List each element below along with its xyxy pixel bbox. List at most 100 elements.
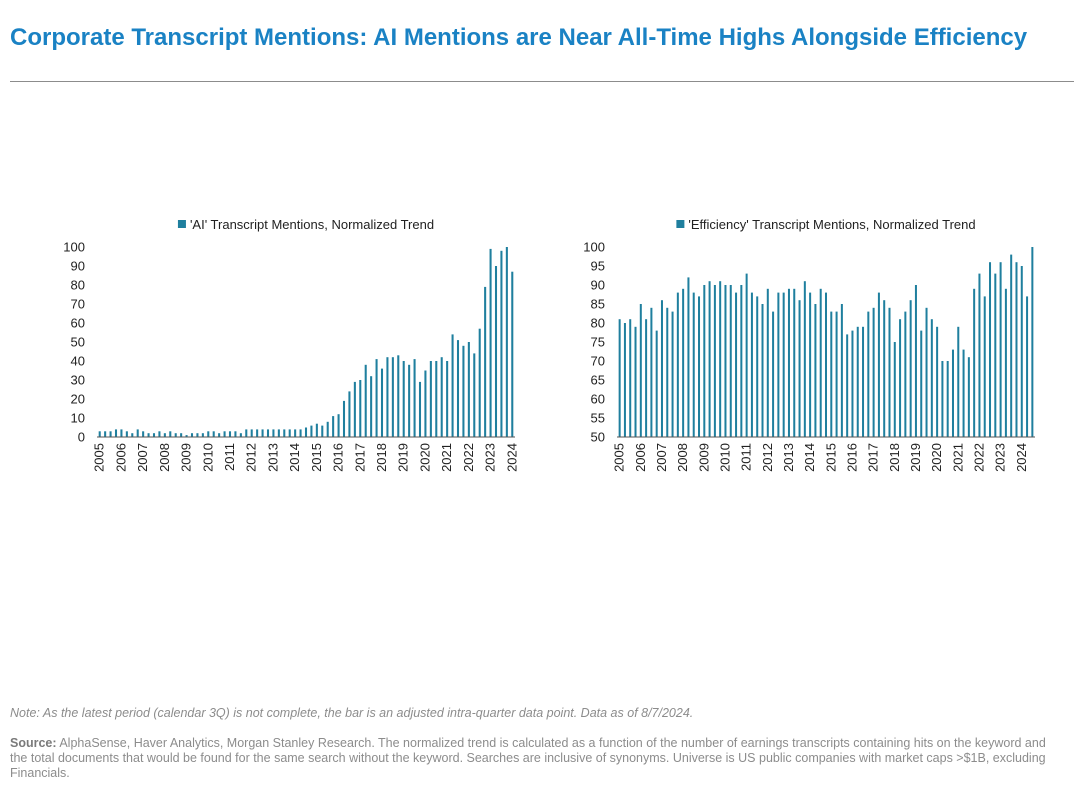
bar — [793, 288, 796, 437]
bar — [239, 433, 242, 437]
bar — [196, 433, 199, 437]
bar — [856, 326, 859, 437]
y-tick-label: 20 — [71, 392, 85, 407]
bar — [397, 355, 400, 437]
bar — [413, 359, 416, 437]
bar — [321, 425, 324, 437]
bar — [272, 429, 275, 437]
bar — [505, 247, 508, 437]
legend-label: 'AI' Transcript Mentions, Normalized Tre… — [190, 217, 434, 232]
bar — [787, 288, 790, 437]
bar — [629, 319, 632, 437]
bar — [158, 431, 161, 437]
bar — [941, 361, 944, 437]
title-divider — [10, 81, 1074, 82]
bar — [893, 342, 896, 437]
x-tick-label: 2015 — [823, 443, 838, 472]
bar — [299, 429, 302, 437]
bar — [418, 381, 422, 437]
bar — [888, 307, 891, 437]
bar — [655, 330, 658, 437]
bar — [424, 370, 427, 437]
bar — [494, 266, 498, 437]
bar-series — [98, 247, 514, 437]
bar — [835, 311, 838, 437]
bar — [925, 307, 928, 437]
bar — [703, 285, 706, 437]
bar — [131, 433, 134, 437]
chart-note: Note: As the latest period (calendar 3Q)… — [10, 706, 694, 720]
bar — [729, 285, 732, 437]
y-tick-label: 10 — [71, 411, 85, 426]
y-tick-label: 80 — [591, 316, 605, 331]
bar — [142, 431, 145, 437]
bar — [429, 361, 432, 437]
bar — [989, 262, 992, 437]
bar — [218, 433, 221, 437]
y-tick-label: 60 — [71, 316, 85, 331]
efficiency-mentions-chart: 'Efficiency' Transcript Mentions, Normal… — [583, 217, 1035, 472]
x-tick-label: 2014 — [287, 443, 302, 472]
bar — [708, 281, 711, 437]
bar — [671, 311, 674, 437]
bar — [152, 433, 156, 437]
x-tick-label: 2013 — [265, 443, 280, 472]
x-tick-label: 2008 — [157, 443, 172, 472]
bar — [1015, 262, 1018, 437]
bar — [1004, 288, 1007, 437]
bar — [909, 300, 912, 437]
bar — [798, 300, 801, 437]
bar — [451, 334, 454, 437]
y-tick-label: 0 — [78, 430, 85, 445]
source-note: Source: AlphaSense, Haver Analytics, Mor… — [10, 736, 1065, 781]
bar — [623, 323, 626, 437]
bar — [1026, 296, 1029, 437]
bar — [745, 273, 748, 437]
ai-mentions-chart: 'AI' Transcript Mentions, Normalized Tre… — [63, 217, 519, 472]
bar — [666, 307, 669, 437]
y-tick-label: 70 — [71, 297, 85, 312]
x-tick-label: 2005 — [612, 443, 627, 472]
x-tick-label: 2012 — [760, 443, 775, 472]
x-tick-label: 2022 — [461, 443, 476, 472]
bar — [862, 326, 865, 437]
y-tick-label: 30 — [71, 373, 85, 388]
bar — [163, 433, 166, 437]
x-tick-label: 2024 — [504, 443, 519, 472]
bar — [851, 330, 854, 437]
y-tick-label: 55 — [591, 411, 605, 426]
bar — [899, 319, 902, 437]
bar — [201, 433, 204, 437]
bar — [136, 429, 139, 437]
bar — [370, 376, 373, 437]
bar — [380, 368, 384, 437]
y-tick-label: 80 — [71, 278, 85, 293]
bar — [467, 342, 470, 437]
bar — [435, 361, 438, 437]
bar — [1010, 254, 1013, 437]
bar — [511, 271, 514, 437]
x-tick-label: 2005 — [92, 443, 107, 472]
bar — [618, 319, 621, 437]
bar — [687, 277, 690, 437]
bar — [223, 431, 226, 437]
bar — [228, 431, 232, 437]
bar — [877, 292, 880, 437]
legend-label: 'Efficiency' Transcript Mentions, Normal… — [688, 217, 975, 232]
bar — [840, 304, 843, 437]
bar — [147, 433, 150, 437]
x-tick-label: 2010 — [718, 443, 733, 472]
bar — [456, 340, 460, 437]
bar — [772, 311, 775, 437]
bar — [904, 311, 907, 437]
y-tick-label: 75 — [591, 335, 605, 350]
bar — [288, 429, 291, 437]
x-tick-label: 2022 — [971, 443, 986, 472]
bar — [682, 288, 685, 437]
x-tick-label: 2020 — [929, 443, 944, 472]
bar — [114, 429, 118, 437]
bar — [174, 433, 177, 437]
bar — [951, 349, 954, 437]
bar — [364, 364, 367, 437]
bar — [999, 262, 1002, 437]
